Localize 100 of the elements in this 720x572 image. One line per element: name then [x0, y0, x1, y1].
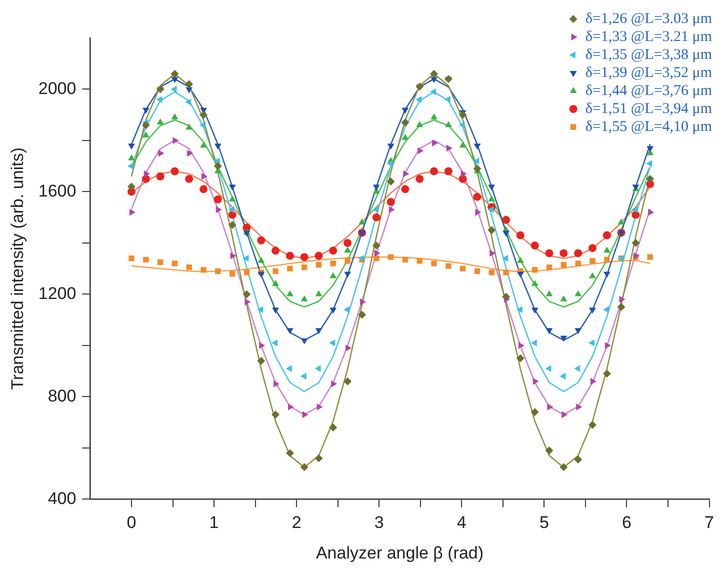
point	[314, 252, 323, 260]
x-tick-label: 7	[704, 513, 714, 532]
point	[214, 158, 220, 164]
point	[156, 118, 164, 125]
point	[560, 372, 566, 380]
point	[272, 339, 278, 346]
point	[358, 310, 366, 319]
point	[228, 221, 236, 230]
point	[172, 260, 178, 266]
point	[458, 122, 465, 129]
point	[128, 144, 135, 150]
point	[562, 411, 568, 418]
point	[300, 463, 308, 472]
point	[360, 298, 366, 306]
x-tick-label: 0	[126, 513, 136, 532]
y-tick-label: 400	[48, 488, 76, 508]
point	[388, 206, 395, 214]
point	[589, 308, 596, 314]
point	[402, 134, 409, 140]
point	[402, 256, 408, 262]
point	[444, 167, 452, 176]
point	[142, 121, 150, 130]
point	[202, 172, 208, 180]
point	[286, 290, 294, 296]
point	[242, 290, 251, 298]
point	[216, 206, 222, 214]
point	[386, 198, 395, 206]
x-tick-label: 4	[456, 513, 466, 532]
point	[372, 206, 378, 214]
point	[474, 268, 480, 274]
point	[286, 365, 292, 372]
point	[546, 290, 553, 296]
point	[315, 290, 322, 296]
point	[430, 76, 438, 83]
point	[432, 140, 438, 147]
point	[560, 262, 566, 268]
y-axis-title: Transmitted intensity (arb. units)	[8, 148, 27, 390]
point	[286, 328, 294, 334]
point	[518, 342, 524, 349]
point	[430, 167, 438, 176]
point	[329, 339, 336, 346]
point	[588, 420, 596, 429]
point	[185, 80, 194, 88]
point	[458, 110, 467, 119]
point	[186, 264, 192, 270]
point	[531, 308, 538, 314]
point	[331, 380, 338, 388]
point	[574, 290, 582, 296]
point	[142, 108, 150, 114]
point	[186, 87, 193, 94]
point	[488, 195, 496, 202]
point	[374, 250, 380, 257]
point	[244, 298, 251, 306]
point	[200, 110, 208, 119]
point	[430, 70, 438, 78]
point	[617, 303, 626, 312]
point	[646, 146, 654, 152]
point	[473, 164, 482, 173]
point	[272, 246, 280, 255]
point	[329, 246, 338, 255]
point	[458, 174, 467, 183]
point	[286, 252, 294, 260]
point	[546, 328, 553, 334]
x-tick-label: 5	[539, 513, 549, 532]
x-tick-label: 1	[209, 513, 219, 532]
point	[545, 446, 554, 455]
point	[590, 378, 596, 385]
point	[228, 206, 234, 214]
point	[531, 280, 538, 286]
point	[446, 263, 452, 269]
point	[488, 270, 494, 276]
point	[416, 258, 422, 264]
point	[446, 144, 452, 152]
point	[459, 142, 466, 148]
point	[257, 356, 266, 365]
point	[344, 258, 350, 264]
point	[560, 249, 568, 258]
point	[560, 463, 568, 472]
point	[574, 249, 582, 258]
point	[532, 267, 538, 273]
point	[258, 272, 265, 278]
point	[170, 86, 177, 93]
point	[416, 96, 422, 103]
point	[316, 403, 323, 410]
point	[576, 403, 582, 410]
point	[372, 184, 380, 191]
point	[604, 342, 611, 349]
point	[604, 256, 610, 262]
point	[502, 216, 510, 224]
point	[330, 260, 336, 266]
point	[488, 184, 496, 191]
legend-label: δ=1,26 @L=3.03 μm	[585, 10, 712, 27]
point	[632, 210, 640, 219]
point	[287, 266, 293, 272]
point	[258, 256, 265, 263]
legend-label: δ=1,51 @L=3,94 μm	[585, 100, 712, 117]
point	[488, 206, 494, 214]
x-axis-title: Analyzer angle β (rad)	[316, 543, 484, 562]
point	[372, 242, 380, 250]
point	[574, 365, 580, 372]
